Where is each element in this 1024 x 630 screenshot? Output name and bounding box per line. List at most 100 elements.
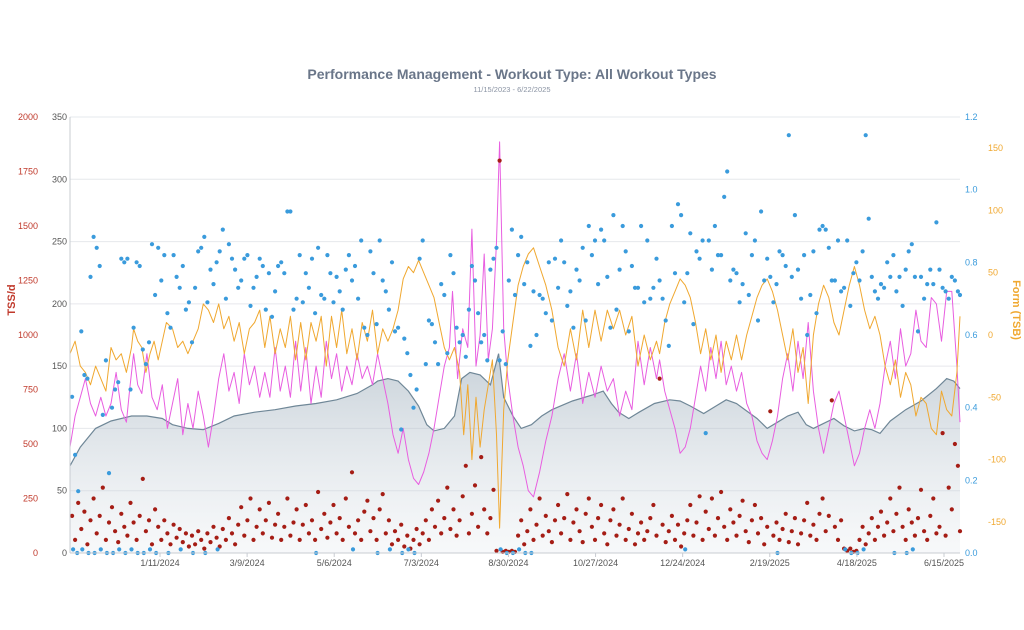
intensity-point [583, 318, 588, 323]
intensity-point [205, 300, 210, 305]
form-tick-label: -50 [988, 392, 1001, 402]
intensity-point [113, 387, 118, 392]
tss-point [337, 516, 342, 521]
tss-point [439, 531, 444, 536]
load-tick-label: 50 [57, 486, 67, 496]
tss-point [549, 540, 555, 545]
tss-point [752, 502, 758, 508]
tss-point [325, 535, 330, 540]
tss-point [786, 540, 791, 545]
tss-point [725, 537, 730, 543]
tss-point [143, 529, 148, 534]
tss-point [679, 544, 684, 549]
tss-point [269, 535, 275, 540]
intensity-point [586, 223, 591, 229]
tss-point [482, 507, 487, 512]
intensity-point [445, 351, 450, 356]
intensity-point [789, 274, 794, 279]
intensity-point [719, 253, 724, 258]
tss-point [352, 531, 358, 536]
intensity-point [106, 471, 112, 476]
tss-point [362, 509, 367, 514]
tss-point [648, 516, 653, 521]
tss-point [70, 513, 75, 519]
tss-point [248, 496, 253, 501]
intensity-point [457, 340, 462, 345]
tss-point [343, 496, 348, 501]
tss-point [706, 526, 711, 532]
tss-axis-title: TSS/d [6, 284, 18, 315]
tss-point [334, 531, 339, 536]
intensity-point [125, 256, 130, 261]
intensity-point [878, 282, 884, 287]
tss-point [199, 537, 204, 543]
if-tick-label: 0.2 [965, 475, 978, 485]
intensity-point [322, 296, 327, 301]
tss-point [860, 524, 865, 529]
intensity-point [466, 307, 471, 312]
tss-point [113, 529, 118, 534]
tss-point [565, 492, 570, 497]
tss-point [140, 476, 145, 481]
intensity-point [254, 274, 259, 279]
tss-point [122, 524, 127, 529]
tss-point [103, 537, 108, 543]
intensity-point [857, 278, 862, 283]
intensity-point [516, 253, 521, 258]
tss-point [488, 516, 493, 521]
tss-point [451, 507, 456, 512]
intensity-point [340, 307, 345, 312]
intensity-point [417, 256, 422, 261]
tss-point [556, 502, 561, 508]
intensity-point [731, 267, 736, 272]
intensity-point [654, 256, 659, 261]
intensity-point [396, 325, 401, 330]
intensity-point [866, 216, 871, 221]
tss-point [432, 524, 438, 529]
intensity-point [765, 256, 770, 261]
intensity-point [377, 238, 382, 243]
intensity-point [174, 274, 179, 279]
tss-point [632, 542, 638, 547]
tss-tick-label: 750 [23, 385, 38, 395]
intensity-point [386, 307, 391, 312]
tss-point [559, 531, 564, 536]
tss-point [82, 509, 87, 514]
intensity-point [952, 278, 958, 283]
intensity-point [777, 249, 782, 254]
tss-point [820, 496, 825, 501]
load-tick-label: 250 [52, 237, 67, 247]
intensity-point [872, 289, 878, 294]
intensity-point [454, 325, 459, 330]
tss-point [303, 502, 308, 508]
intensity-point [537, 292, 542, 298]
intensity-point [387, 547, 392, 552]
intensity-point [875, 296, 881, 301]
tss-point [709, 496, 715, 501]
tss-point [934, 531, 939, 536]
tss-point [266, 500, 271, 505]
tss-point [214, 535, 219, 540]
intensity-point [180, 263, 185, 269]
tss-point [857, 537, 862, 543]
intensity-point [306, 285, 311, 290]
tss-tick-label: 1250 [18, 276, 38, 286]
tss-point [522, 542, 527, 547]
intensity-point [851, 271, 856, 276]
tss-point [131, 520, 136, 525]
intensity-point [843, 547, 848, 552]
intensity-point [786, 133, 791, 138]
tss-point [436, 498, 441, 503]
fitness-line [69, 353, 961, 467]
tss-point [519, 518, 524, 523]
tss-point [669, 513, 675, 519]
tss-point [319, 526, 324, 532]
load-tick-label: 350 [52, 112, 67, 122]
intensity-point [479, 340, 484, 345]
x-tick-label: 10/27/2024 [573, 558, 618, 568]
tss-point [823, 529, 828, 534]
x-tick-label: 8/30/2024 [488, 558, 528, 568]
tss-point [205, 531, 210, 536]
intensity-point [931, 282, 936, 287]
tss-point [165, 531, 170, 536]
